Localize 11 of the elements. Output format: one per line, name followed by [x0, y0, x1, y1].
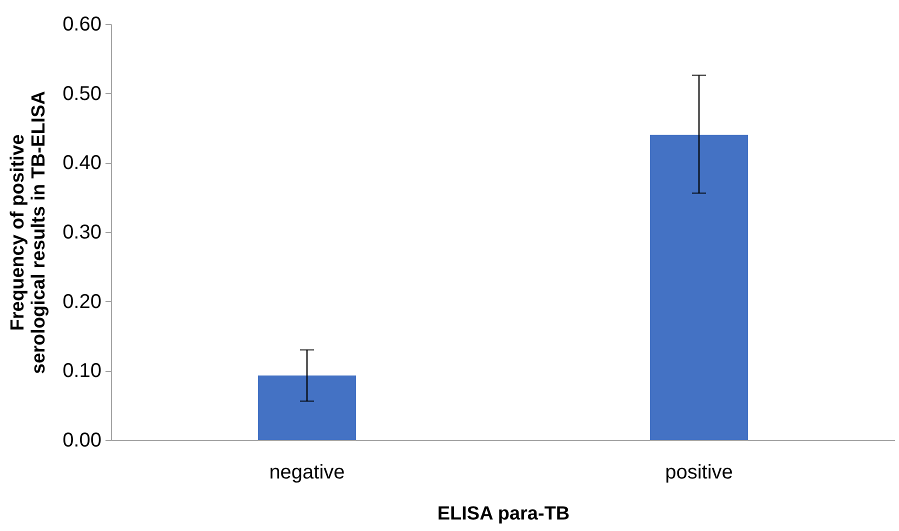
y-tick-label: 0.60: [62, 14, 102, 36]
y-tick-label: 0.20: [62, 290, 102, 313]
x-tick-label: positive: [665, 462, 733, 484]
y-axis-title: Frequency of positive serological results in TB-ELISA: [8, 90, 50, 374]
y-tick-label: 0.10: [62, 360, 102, 382]
y-tick-label: 0.50: [62, 82, 102, 105]
y-tick-label: 0.30: [62, 222, 102, 244]
y-tick-label: 0.00: [62, 430, 102, 452]
x-tick-label: negative: [269, 462, 345, 484]
y-tick-label: 0.40: [62, 152, 102, 174]
x-axis-title: ELISA para-TB: [437, 504, 570, 524]
